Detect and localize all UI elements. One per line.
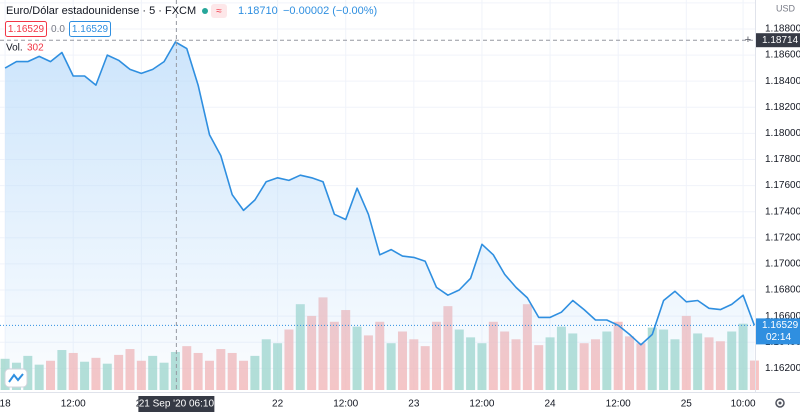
y-tick-label: 1.16800 [765, 285, 800, 296]
last-price-box [756, 318, 800, 345]
x-tick-label: 25 [681, 399, 693, 410]
y-tick-label: 1.17600 [765, 180, 800, 191]
price-change: −0.00002 (−0.00%) [283, 5, 377, 17]
logo[interactable] [4, 368, 28, 388]
x-tick-label: 12:00 [61, 399, 86, 410]
last-price: 1.18710 [238, 5, 278, 17]
settings-gear-center [778, 401, 782, 405]
y-tick-label: 1.16600 [765, 311, 800, 322]
crosshair-time-box [138, 396, 215, 412]
x-tick-label: 12:00 [469, 399, 494, 410]
x-tick-label: 10:00 [731, 399, 756, 410]
crosshair-plus: + [745, 34, 751, 46]
last-price-label: 1.16529 [762, 320, 799, 331]
spread: 0.0 [51, 24, 65, 35]
settings-icon[interactable] [775, 398, 785, 408]
y-tick-label: 1.16200 [765, 363, 800, 374]
symbol-title: Euro/Dólar estadounidense · 5 · FXCM [6, 5, 196, 17]
countdown-label: 02:14 [766, 332, 791, 343]
delay-icon-glyph: ≈ [216, 6, 222, 17]
crosshair-price-label: 1.18714 [762, 35, 799, 46]
bid-price[interactable]: 1.16529 [8, 24, 45, 35]
x-tick-label: 18 [0, 399, 11, 410]
crosshair-time-label: 21 Sep '20 06:10 [139, 399, 215, 410]
x-tick-label: 22 [272, 399, 284, 410]
y-tick-label: 1.18200 [765, 102, 800, 113]
x-tick-label: 23 [408, 399, 420, 410]
x-tick-label: 12:00 [333, 399, 358, 410]
plot [4, 41, 756, 390]
y-tick-label: 1.17400 [765, 206, 800, 217]
price-line [4, 41, 756, 346]
volume-bar [749, 360, 759, 390]
currency-label: USD [776, 3, 796, 13]
currency-bg [757, 0, 800, 16]
x-tick-label: 12:00 [606, 399, 631, 410]
y-tick-label: 1.17000 [765, 259, 800, 270]
price-area [5, 42, 755, 390]
overlay [0, 0, 755, 390]
logo-glyph [8, 373, 24, 383]
y-tick-label: 1.18000 [765, 128, 800, 139]
y-tick-label: 1.17200 [765, 232, 800, 243]
x-tick-label: 24 [545, 399, 557, 410]
settings-gear[interactable] [775, 398, 785, 408]
y-tick-label: 1.18600 [765, 50, 800, 61]
y-tick-label: 1.18400 [765, 76, 800, 87]
volume-value: 302 [27, 43, 44, 54]
y-tick-label: 1.18800 [765, 24, 800, 35]
delay-icon [211, 4, 227, 18]
market-status-icon [202, 8, 208, 14]
ask-price[interactable]: 1.16529 [72, 24, 109, 35]
bid-box[interactable] [5, 21, 47, 37]
volume-label: Vol. [6, 43, 23, 54]
ask-box[interactable] [69, 21, 111, 37]
legend-header: Euro/Dólar estadounidense · 5 · FXCM ≈ 1… [5, 4, 377, 54]
y-tick-label: 1.17800 [765, 154, 800, 165]
crosshair-price-box [756, 33, 800, 48]
